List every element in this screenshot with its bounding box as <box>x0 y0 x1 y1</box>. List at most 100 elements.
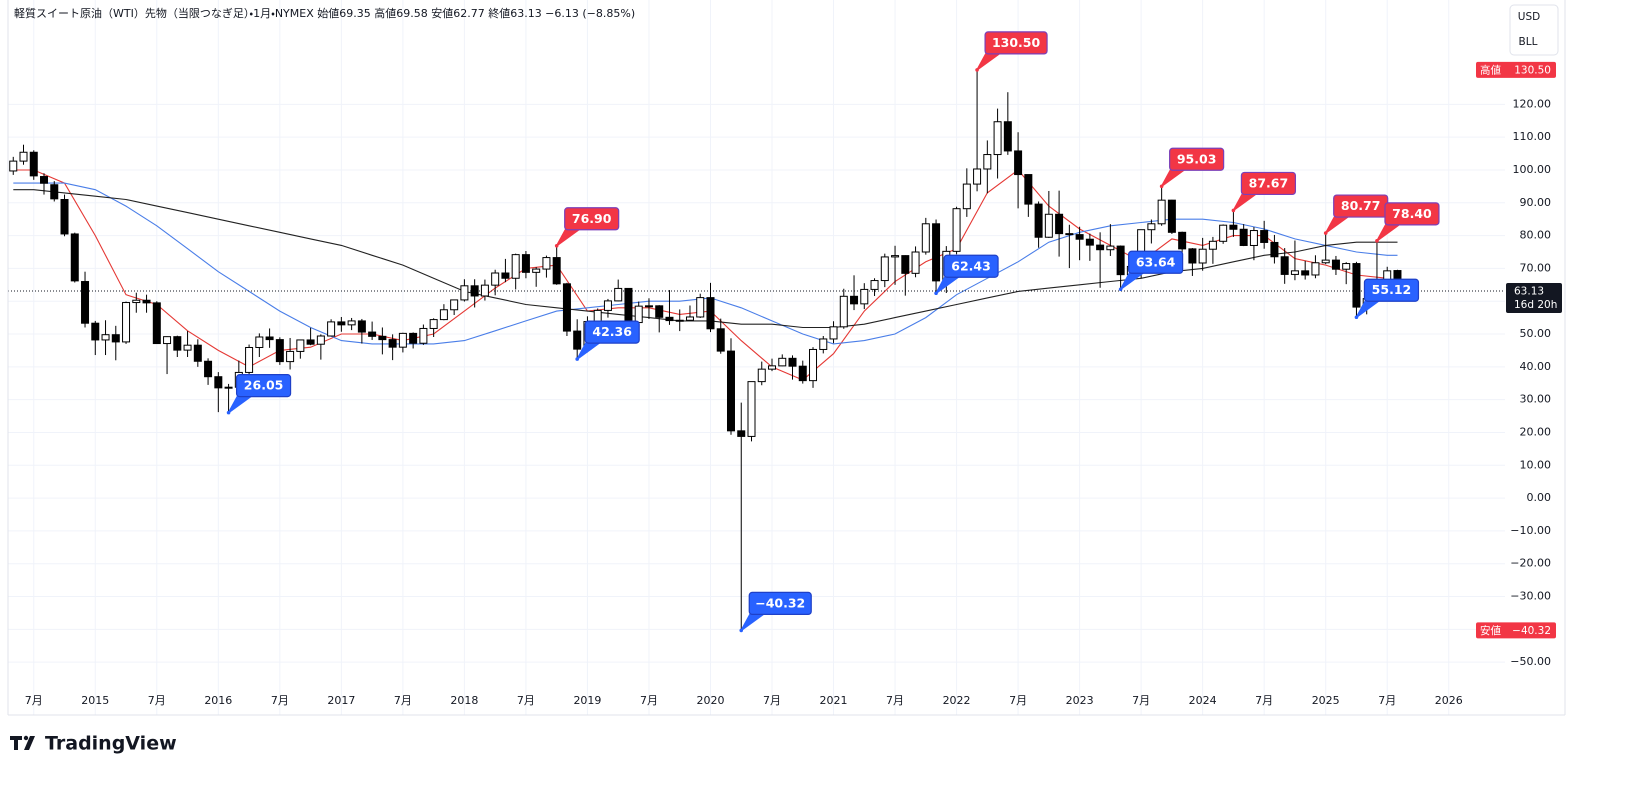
x-tick-label: 7月 <box>640 694 658 707</box>
y-tick-label: 0.00 <box>1527 491 1552 504</box>
candle-body <box>870 280 879 290</box>
candle-body <box>675 319 684 322</box>
candle-body <box>388 339 397 348</box>
candle-body <box>1055 213 1064 235</box>
candle-body <box>511 254 520 279</box>
candle-body <box>921 223 930 253</box>
y-tick-label: −20.00 <box>1510 557 1551 570</box>
candle-body <box>1024 174 1033 205</box>
x-tick-label: 7月 <box>394 694 412 707</box>
candle-body <box>1311 262 1320 276</box>
y-tick-label: 120.00 <box>1513 97 1552 110</box>
candle-body <box>204 360 213 378</box>
callout-label: 26.05 <box>244 378 284 393</box>
candle-body <box>644 305 653 308</box>
currency-button[interactable]: USD <box>1518 11 1540 23</box>
candle-body <box>614 287 623 302</box>
candle-body <box>306 339 315 345</box>
callout-label: 76.90 <box>572 211 612 226</box>
candle-body <box>450 299 459 311</box>
candle-body <box>60 199 69 235</box>
candle-body <box>829 326 838 340</box>
price-marker-label: 高値 <box>1480 63 1502 76</box>
y-tick-label: −50.00 <box>1510 655 1551 668</box>
callout-label: 62.43 <box>951 258 991 273</box>
candle-body <box>111 334 120 343</box>
plot: 26.05 76.90 42.36 −40.32 62.43 130.50 63.64 95.… <box>8 31 1505 633</box>
candle-body <box>778 357 787 367</box>
candle-body <box>737 430 746 437</box>
x-tick-label: 7月 <box>271 694 289 707</box>
candle-body <box>1280 256 1289 275</box>
chart-title: 軽質スイート原油（WTI）先物（当限つなぎ足）・1月・NYMEX 始値69.35… <box>14 6 635 20</box>
unit-button[interactable]: BLL <box>1519 36 1538 48</box>
candle-body <box>798 365 807 382</box>
logo-dot <box>23 735 29 741</box>
x-tick-label: 7月 <box>25 694 43 707</box>
candle-body <box>1157 199 1166 225</box>
callout-box <box>943 254 999 278</box>
candle-body <box>593 309 602 323</box>
y-tick-label: 10.00 <box>1520 458 1552 471</box>
x-tick-label: 7月 <box>1255 694 1273 707</box>
unit-panel <box>1509 4 1559 56</box>
x-tick-label: 2025 <box>1312 694 1340 707</box>
logo-mark <box>24 736 35 750</box>
candle-body <box>1065 233 1074 236</box>
candle-body <box>1034 203 1043 238</box>
x-tick-label: 2018 <box>450 694 478 707</box>
candle-body <box>532 268 541 273</box>
price-marker-value: 130.50 <box>1514 64 1551 76</box>
candle-body <box>501 272 510 279</box>
candle-body <box>470 285 479 297</box>
candle-body <box>1342 263 1351 270</box>
candle-body <box>716 328 725 352</box>
last-price-countdown: 16d 20h <box>1514 299 1557 311</box>
candle-body <box>603 300 612 311</box>
logo: TradingView <box>10 733 177 755</box>
candle-body <box>265 336 274 341</box>
y-tick-label: −30.00 <box>1510 590 1551 603</box>
price-marker-box <box>1476 622 1556 639</box>
candle-body <box>932 223 941 282</box>
candle-body <box>193 344 202 362</box>
candle-body <box>409 332 418 344</box>
callout-label: 130.50 <box>992 35 1041 50</box>
x-tick-label: 2017 <box>327 694 355 707</box>
candle-body <box>316 335 325 345</box>
candle-body <box>1260 230 1269 243</box>
candle-body <box>747 381 756 437</box>
y-tick-label: 50.00 <box>1520 327 1552 340</box>
candle-body <box>1270 241 1279 258</box>
candle-body <box>81 281 90 324</box>
x-tick-label: 2022 <box>943 694 971 707</box>
x-tick-label: 2021 <box>820 694 848 707</box>
callout-box <box>1363 278 1420 302</box>
candle-body <box>152 302 161 345</box>
candle-body <box>768 365 777 370</box>
candle-body <box>163 336 172 345</box>
price-marker-label: 安値 <box>1480 624 1502 637</box>
candle-body <box>368 331 377 337</box>
candle-body <box>214 376 223 389</box>
candle-body <box>1116 245 1125 276</box>
logo-text: TradingView <box>45 733 177 755</box>
candle-body <box>634 305 643 324</box>
x-tick-label: 2015 <box>81 694 109 707</box>
candle-body <box>337 321 346 326</box>
candle-body <box>1178 231 1187 250</box>
callout-box <box>1384 202 1440 226</box>
candle-body <box>850 295 859 305</box>
candle-body <box>419 327 428 344</box>
candle-body <box>327 321 336 337</box>
callout-box <box>1169 147 1225 171</box>
candle-body <box>347 320 356 326</box>
candle-body <box>357 320 366 333</box>
candle-body <box>1044 213 1053 238</box>
x-tick-label: 2024 <box>1189 694 1217 707</box>
candle-body <box>1106 245 1115 251</box>
logo-mark <box>10 736 22 750</box>
candle-body <box>1167 199 1176 233</box>
y-tick-label: 90.00 <box>1520 196 1552 209</box>
x-tick-label: 2026 <box>1435 694 1463 707</box>
